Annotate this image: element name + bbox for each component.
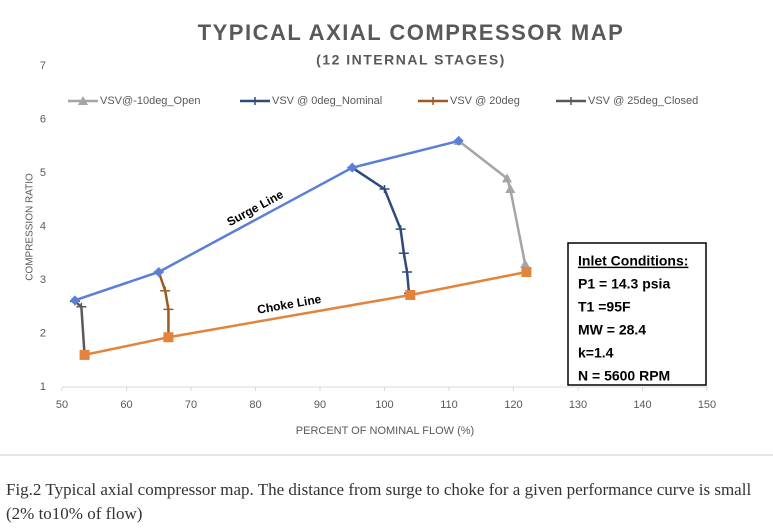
legend-marker: [250, 97, 260, 105]
point: [453, 135, 464, 146]
y-tick-label: 4: [40, 220, 46, 232]
point: [163, 305, 174, 314]
inlet-line: P1 = 14.3 psia: [578, 276, 670, 292]
y-axis-label: COMPRESSION RATIO: [25, 173, 36, 281]
series-line: [457, 139, 527, 265]
series-line: [74, 139, 459, 302]
point: [153, 266, 164, 277]
inlet-box: [567, 242, 707, 386]
x-tick-label: 70: [185, 399, 197, 411]
x-tick-label: 130: [569, 399, 587, 411]
x-tick-label: 60: [120, 399, 132, 411]
x-tick-label: 110: [440, 399, 458, 411]
point: [79, 349, 90, 360]
x-axis-label: PERCENT OF NOMINAL FLOW (%): [296, 425, 474, 437]
point: [160, 286, 171, 295]
y-tick-label: 7: [40, 60, 46, 72]
inlet-line: N = 5600 RPM: [578, 368, 670, 384]
y-tick-label: 6: [40, 113, 46, 125]
x-tick-label: 120: [504, 399, 522, 411]
inlet-line: MW = 28.4: [578, 322, 646, 338]
chart: TYPICAL AXIAL COMPRESSOR MAP (12 INTERNA…: [0, 20, 773, 456]
series-line: [74, 300, 86, 355]
inlet-title: Inlet Conditions:: [578, 253, 688, 269]
inlet-line: T1 =95F: [578, 299, 631, 315]
point: [520, 258, 531, 268]
y-tick-label: 3: [40, 274, 46, 286]
y-tick-label: 5: [40, 167, 46, 179]
point: [521, 266, 532, 277]
point: [398, 249, 409, 258]
point: [405, 289, 416, 300]
point: [505, 184, 516, 194]
caption: Fig.2 Typical axial compressor map. The …: [6, 480, 752, 523]
point: [69, 295, 80, 306]
legend-label: VSV @ 25deg_Closed: [588, 95, 698, 107]
legend-marker: [78, 96, 88, 105]
chart-subtitle: (12 INTERNAL STAGES): [316, 52, 506, 68]
series-line: [84, 270, 527, 357]
point: [379, 185, 390, 194]
point: [163, 332, 174, 343]
point: [347, 162, 358, 173]
x-tick-label: 100: [375, 399, 393, 411]
y-tick-label: 2: [40, 327, 46, 339]
series-line: [157, 271, 170, 337]
point: [502, 173, 513, 183]
legend-label: VSV @ 20deg: [450, 95, 520, 107]
x-tick-label: 50: [56, 399, 68, 411]
x-tick-label: 140: [633, 399, 651, 411]
x-tick-label: 80: [249, 399, 261, 411]
legend-label: VSV @ 0deg_Nominal: [272, 95, 382, 107]
point: [395, 225, 406, 234]
point: [76, 302, 87, 311]
inlet-line: k=1.4: [578, 345, 614, 361]
point: [402, 267, 413, 276]
legend-marker: [428, 97, 438, 105]
legend-label: VSV@-10deg_Open: [100, 95, 200, 107]
legend-marker: [566, 97, 576, 105]
y-tick-label: 1: [40, 381, 46, 393]
x-tick-label: 90: [314, 399, 326, 411]
chart-title: TYPICAL AXIAL COMPRESSOR MAP: [198, 20, 625, 45]
x-tick-label: 150: [698, 399, 716, 411]
